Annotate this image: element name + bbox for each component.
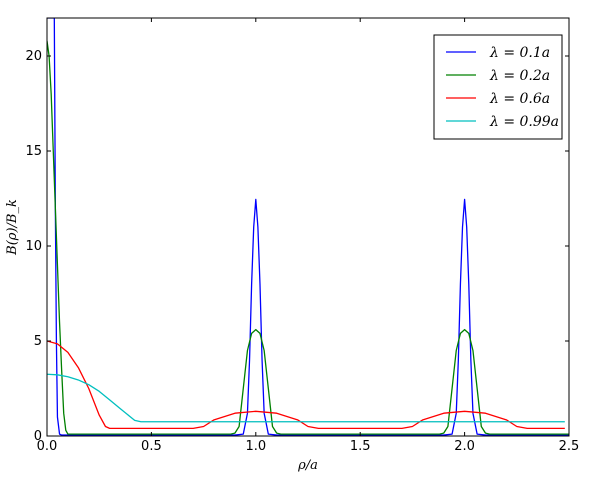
plot-frame: [46, 17, 570, 437]
y-tick-label: 15: [25, 144, 42, 159]
legend-label-2: λ = 0.2a: [489, 68, 550, 84]
series-line-3: [47, 340, 565, 430]
series-layer: [47, 18, 569, 436]
x-tick-label: 0.0: [37, 439, 58, 454]
legend: λ = 0.1a λ = 0.2a λ = 0.6a λ = 0.99a: [433, 34, 563, 140]
legend-label-3: λ = 0.6a: [489, 91, 550, 107]
x-tick-label: 2.5: [559, 439, 580, 454]
y-tick-label: 0: [34, 429, 42, 444]
y-axis-title: B(ρ)/B_k: [5, 199, 20, 256]
series-line-2: [47, 40, 569, 435]
y-tick-label: 5: [34, 334, 42, 349]
legend-items: λ = 0.1a λ = 0.2a λ = 0.6a λ = 0.99a: [446, 45, 559, 130]
x-tick-label: 1.0: [245, 439, 266, 454]
x-tick-label: 0.5: [141, 439, 162, 454]
y-tick-label: 10: [25, 239, 42, 254]
x-axis-title: ρ/a: [297, 458, 318, 473]
x-tick-label: 2.0: [454, 439, 475, 454]
legend-label-1: λ = 0.1a: [489, 45, 550, 61]
legend-label-4: λ = 0.99a: [489, 114, 559, 130]
x-tick-label: 1.5: [350, 439, 371, 454]
y-tick-label: 20: [25, 49, 42, 64]
series-line-1: [47, 18, 569, 436]
series-line-4: [47, 373, 565, 423]
ticks-layer: 0.0 0.5 1.0 1.5 2.0 2.5 0 5 10 15 20: [25, 18, 579, 454]
